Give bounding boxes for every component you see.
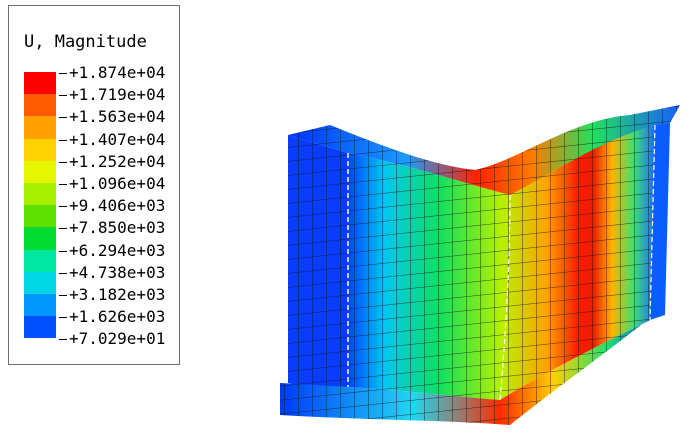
legend-value: +3.182e+03 bbox=[69, 284, 166, 304]
legend-swatch bbox=[24, 72, 56, 95]
legend-value: +7.029e+01 bbox=[69, 329, 166, 349]
legend-value: +1.252e+04 bbox=[69, 151, 166, 171]
legend-title: U, Magnitude bbox=[24, 32, 147, 52]
legend-tick bbox=[59, 339, 67, 341]
legend-tick bbox=[59, 95, 67, 97]
legend-tick bbox=[59, 117, 67, 119]
legend-swatch bbox=[24, 116, 56, 139]
legend-swatch bbox=[24, 138, 56, 161]
deformed-mesh-viewport[interactable] bbox=[270, 65, 690, 435]
legend-swatch bbox=[24, 316, 56, 339]
legend-swatch bbox=[24, 227, 56, 250]
deformed-mesh-model bbox=[280, 105, 680, 425]
contour-legend: U, Magnitude +1.874e+04 +1.719e+04 +1.563e… bbox=[8, 5, 180, 365]
legend-value: +1.096e+04 bbox=[69, 173, 166, 193]
legend-value: +1.719e+04 bbox=[69, 85, 166, 105]
legend-tick bbox=[59, 228, 67, 230]
legend-tick bbox=[59, 73, 67, 74]
legend-tick bbox=[59, 250, 67, 252]
legend-value: +1.874e+04 bbox=[69, 63, 166, 82]
legend-value: +4.738e+03 bbox=[69, 262, 166, 282]
legend-tick bbox=[59, 206, 67, 208]
legend-tick bbox=[59, 161, 67, 163]
legend-value: +1.626e+03 bbox=[69, 307, 166, 327]
legend-swatch bbox=[24, 271, 56, 294]
legend-swatch bbox=[24, 182, 56, 206]
legend-tick bbox=[59, 139, 67, 141]
legend-value: +1.563e+04 bbox=[69, 107, 166, 127]
legend-tick bbox=[59, 294, 67, 296]
legend-tick bbox=[59, 317, 67, 319]
legend-swatch bbox=[24, 293, 56, 317]
legend-value: +9.406e+03 bbox=[69, 196, 166, 216]
legend-swatch bbox=[24, 94, 56, 117]
legend-swatch bbox=[24, 205, 56, 228]
legend-tick bbox=[59, 272, 67, 274]
legend-tick bbox=[59, 183, 67, 185]
legend-color-bar bbox=[24, 72, 56, 339]
legend-value: +7.850e+03 bbox=[69, 218, 166, 238]
legend-swatch bbox=[24, 249, 56, 272]
legend-value: +6.294e+03 bbox=[69, 240, 166, 260]
right-end-plate bbox=[650, 123, 670, 320]
legend-value: +1.407e+04 bbox=[69, 129, 166, 149]
legend-swatch bbox=[24, 160, 56, 183]
